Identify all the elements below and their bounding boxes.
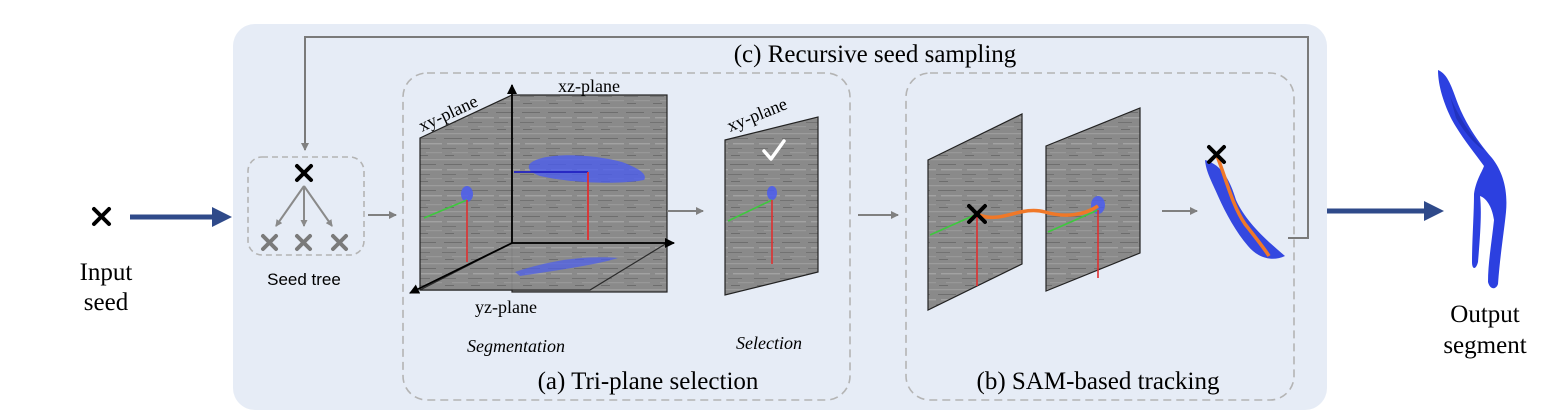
seed-tree-label: Seed tree — [267, 270, 341, 289]
selected-xy-mask — [767, 186, 777, 200]
seed-tree-box — [247, 156, 365, 256]
xy-axis-green — [423, 199, 468, 219]
xy-mask — [461, 186, 473, 202]
recursive-title: (c) Recursive seed sampling — [734, 41, 1017, 68]
triplane-title: (a) Tri-plane selection — [538, 368, 759, 395]
seed-tree-child-cross-icons — [261, 234, 348, 251]
recursive-loop-line — [301, 36, 1309, 239]
input-label-line1: Input — [80, 259, 133, 286]
xz-plane-label: xz-plane — [558, 76, 620, 96]
tracking-seed-cross-icon — [967, 204, 987, 224]
yz-mask — [515, 257, 618, 276]
output-label-line1: Output — [1450, 301, 1520, 328]
slice2-axis-green — [1047, 209, 1099, 233]
tracking-box — [905, 72, 1295, 401]
segmentation-label: Segmentation — [467, 336, 565, 356]
input-arrow-head — [212, 207, 232, 227]
xz-mask — [528, 155, 645, 183]
tracked-segment-mask — [1205, 160, 1285, 259]
triplane-box — [402, 72, 851, 401]
selection-label: Selection — [736, 333, 802, 353]
output-segment-shape — [1438, 70, 1507, 289]
check-icon — [762, 139, 786, 161]
seed-tree-branches — [275, 185, 333, 227]
yz-plane-label: yz-plane — [475, 297, 537, 317]
slice1-axis-green — [929, 213, 978, 236]
output-arrow-head — [1424, 201, 1444, 221]
input-seed-cross-icon — [92, 207, 111, 226]
tracking-title: (b) SAM-based tracking — [977, 368, 1220, 395]
seed-tree-root-cross-icon — [295, 164, 313, 182]
output-label-line2: segment — [1443, 332, 1526, 359]
result-seed-cross-icon — [1207, 145, 1226, 164]
axis-y — [409, 242, 513, 294]
tracked-segment-path — [1215, 155, 1271, 257]
tracking-path — [976, 204, 1099, 220]
selected-axis-green — [727, 199, 773, 222]
input-label-line2: seed — [84, 289, 129, 316]
